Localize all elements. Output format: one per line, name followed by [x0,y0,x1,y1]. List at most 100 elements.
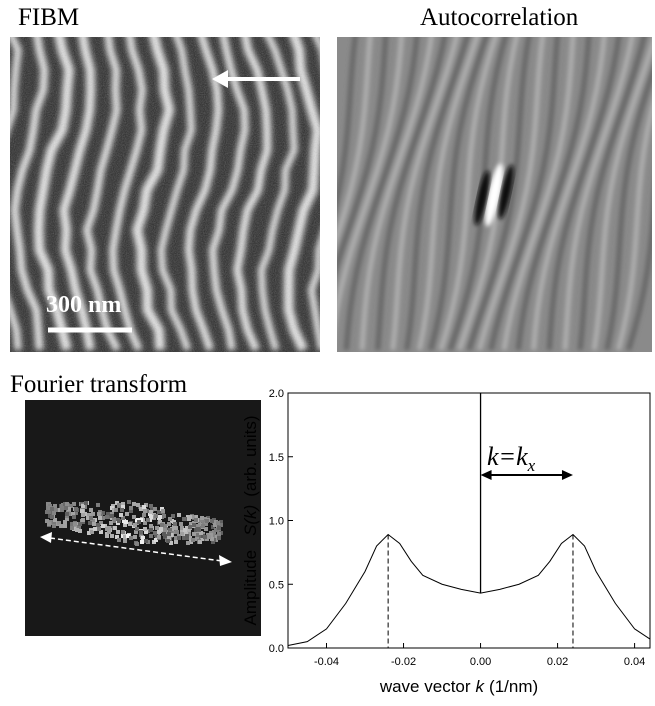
speckle [192,532,196,536]
speckle [129,506,133,510]
speckle [69,504,73,508]
speckle [65,517,69,521]
speckle [135,542,139,546]
stripe [390,37,459,351]
x-tick-label: 0.04 [624,656,645,668]
speckle [126,534,130,538]
speckle [149,528,153,532]
arrow-head [212,70,228,88]
speckle [89,516,93,520]
speckle [139,507,143,511]
speckle [65,512,69,516]
x-label-part: (1/nm) [489,677,538,696]
stripe [343,37,420,351]
speckle [106,512,110,516]
speckle [113,526,117,530]
speckle [177,513,181,517]
speckle [167,522,171,526]
speckle [63,524,67,528]
speckle [87,513,91,517]
speckle [153,531,157,535]
speckle [188,525,192,529]
speckle [217,532,221,536]
speckle [188,536,192,540]
speckle [97,512,101,516]
speckle [60,508,64,512]
speckle [207,535,211,539]
y-tick-label: 2.0 [269,388,284,400]
speckle [132,515,136,519]
speckle [74,511,78,515]
speckle [167,532,171,536]
panel-title: FIBM [18,4,79,31]
speckle [53,518,57,522]
speckle [192,523,196,527]
speckle [59,524,63,528]
annotation-main: k=k [487,442,528,471]
speckle [75,528,79,532]
speckle [50,507,54,511]
stripe [577,37,647,351]
y-tick-label: 1.0 [269,516,284,528]
stripe [337,37,389,274]
speckle [47,522,51,526]
speckle [219,523,223,527]
speckle [188,515,192,519]
x-tick-label: 0.02 [547,656,568,668]
speckle [191,515,195,519]
speckle [120,508,124,512]
speckle [127,500,131,504]
speckle [169,541,173,545]
speckle [81,513,85,517]
speckle [191,538,195,542]
stripe [337,37,358,211]
speckle [174,536,178,540]
speckle [168,528,172,532]
stripe [501,37,576,351]
speckle [141,536,145,540]
speckle [73,522,77,526]
speckle [96,503,100,507]
panel-title: Fourier transform [10,371,188,398]
speckle [154,514,158,518]
speckle [172,530,176,534]
speckle [105,515,109,519]
speckle [52,511,56,515]
speckle [119,513,123,517]
x-tick-label: -0.02 [391,656,416,668]
speckle [143,527,147,531]
speckle [177,536,181,540]
speckle [214,528,218,532]
speckle [142,513,146,517]
panel-title: Autocorrelation [420,4,579,31]
stripe [416,37,480,351]
speckle [203,535,207,539]
speckle [140,540,144,544]
speckle [158,515,162,519]
speckle [115,535,119,539]
speckle [88,521,92,525]
y-tick-label: 1.5 [269,452,284,464]
speckle [201,524,205,528]
speckle [109,521,113,525]
speckle [166,539,170,543]
speckle [64,506,68,510]
speckle [78,529,82,533]
speckle [77,525,81,529]
y-label-part: (arb. units) [241,415,260,496]
speckle [117,538,121,542]
y-axis-label: Amplitude S(k) (arb. units) [241,415,260,625]
speckle [129,536,133,540]
arrow-head [480,470,492,480]
speckle [121,530,125,534]
speckle [125,512,129,516]
speckle [180,526,184,530]
speckle [210,537,214,541]
arrow-head [561,470,573,480]
annotation-sub: x [527,456,536,475]
stripe [488,37,560,351]
speckle [139,530,143,534]
speckle [87,531,91,535]
speckle [157,535,161,539]
speckle [142,505,146,509]
